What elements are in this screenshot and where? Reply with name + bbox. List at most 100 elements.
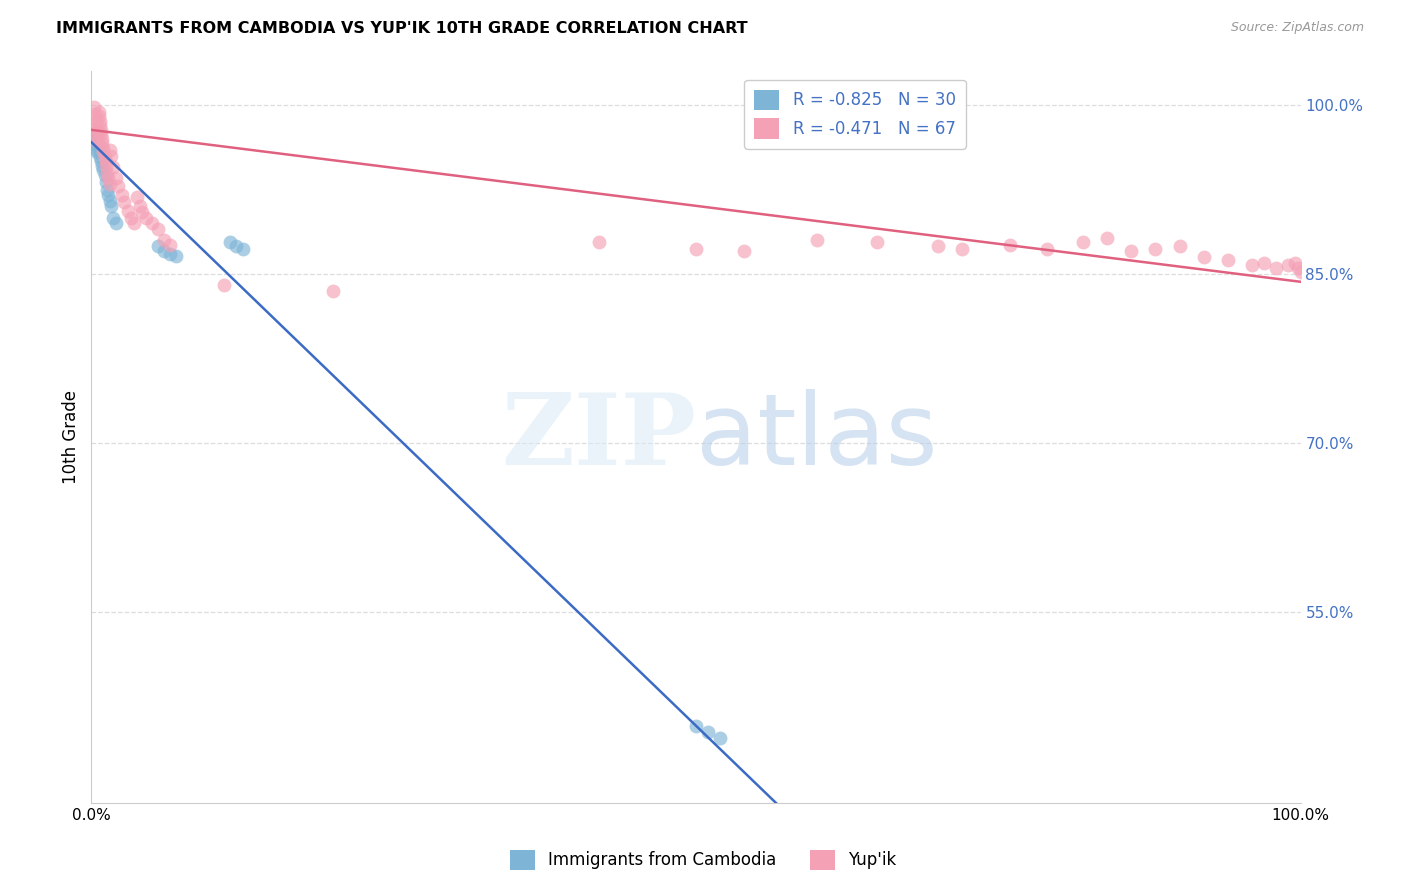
Point — [93, 145, 115, 160]
Point — [159, 246, 181, 260]
Point — [86, 125, 108, 139]
Point — [101, 211, 124, 225]
Point — [120, 211, 142, 225]
Point — [93, 141, 115, 155]
Point — [98, 143, 121, 157]
Point — [1168, 239, 1191, 253]
Point — [159, 237, 181, 252]
Point — [146, 222, 169, 236]
Point — [1277, 258, 1299, 272]
Legend: Immigrants from Cambodia, Yup'ik: Immigrants from Cambodia, Yup'ik — [503, 843, 903, 877]
Point — [733, 244, 755, 259]
Y-axis label: 10th Grade: 10th Grade — [62, 390, 80, 484]
Point — [94, 175, 117, 189]
Point — [117, 203, 139, 218]
Point — [101, 160, 124, 174]
Point — [86, 129, 108, 144]
Point — [1289, 265, 1312, 279]
Point — [104, 216, 127, 230]
Point — [709, 731, 731, 745]
Point — [1284, 255, 1306, 269]
Point — [588, 235, 610, 250]
Point — [127, 190, 149, 204]
Point — [94, 159, 117, 173]
Point — [90, 154, 112, 169]
Point — [89, 114, 111, 128]
Point — [104, 171, 127, 186]
Point — [1095, 231, 1118, 245]
Point — [219, 235, 242, 250]
Point — [86, 134, 108, 148]
Point — [1035, 242, 1057, 256]
Point — [97, 188, 120, 202]
Point — [84, 107, 107, 121]
Point — [866, 235, 889, 250]
Point — [697, 725, 720, 739]
Point — [90, 123, 112, 137]
Point — [1000, 237, 1022, 252]
Point — [93, 163, 115, 178]
Point — [128, 199, 150, 213]
Point — [94, 154, 117, 169]
Point — [98, 194, 121, 208]
Point — [93, 150, 115, 164]
Point — [225, 239, 247, 253]
Point — [96, 182, 118, 196]
Point — [90, 128, 112, 142]
Point — [112, 194, 135, 209]
Point — [107, 179, 129, 194]
Point — [1241, 258, 1264, 272]
Point — [91, 136, 114, 151]
Text: IMMIGRANTS FROM CAMBODIA VS YUP'IK 10TH GRADE CORRELATION CHART: IMMIGRANTS FROM CAMBODIA VS YUP'IK 10TH … — [56, 21, 748, 36]
Point — [1121, 244, 1143, 259]
Point — [87, 138, 110, 153]
Point — [98, 177, 121, 191]
Point — [927, 239, 949, 253]
Point — [1265, 261, 1288, 276]
Point — [86, 143, 108, 157]
Point — [1286, 261, 1309, 276]
Point — [91, 159, 114, 173]
Text: Source: ZipAtlas.com: Source: ZipAtlas.com — [1230, 21, 1364, 34]
Point — [950, 242, 973, 256]
Point — [91, 132, 114, 146]
Point — [87, 104, 110, 119]
Point — [83, 134, 105, 148]
Point — [86, 145, 108, 160]
Point — [100, 199, 122, 213]
Point — [231, 242, 253, 256]
Point — [153, 244, 176, 259]
Point — [153, 233, 176, 247]
Point — [1216, 253, 1239, 268]
Point — [1071, 235, 1094, 250]
Point — [84, 125, 107, 139]
Point — [89, 119, 111, 133]
Point — [135, 211, 157, 225]
Point — [685, 719, 707, 733]
Point — [84, 137, 107, 152]
Point — [214, 278, 236, 293]
Point — [84, 112, 107, 126]
Point — [100, 149, 122, 163]
Point — [83, 100, 105, 114]
Point — [89, 145, 111, 160]
Point — [96, 166, 118, 180]
Text: atlas: atlas — [696, 389, 938, 485]
Point — [165, 249, 187, 263]
Point — [89, 150, 111, 164]
Point — [84, 129, 107, 144]
Point — [685, 242, 707, 256]
Point — [84, 116, 107, 130]
Point — [131, 205, 153, 219]
Point — [84, 120, 107, 135]
Point — [322, 284, 344, 298]
Point — [141, 216, 163, 230]
Point — [1192, 250, 1215, 264]
Point — [97, 171, 120, 186]
Point — [87, 109, 110, 123]
Point — [146, 239, 169, 253]
Text: ZIP: ZIP — [501, 389, 696, 485]
Point — [122, 216, 145, 230]
Point — [111, 188, 132, 202]
Point — [1144, 242, 1167, 256]
